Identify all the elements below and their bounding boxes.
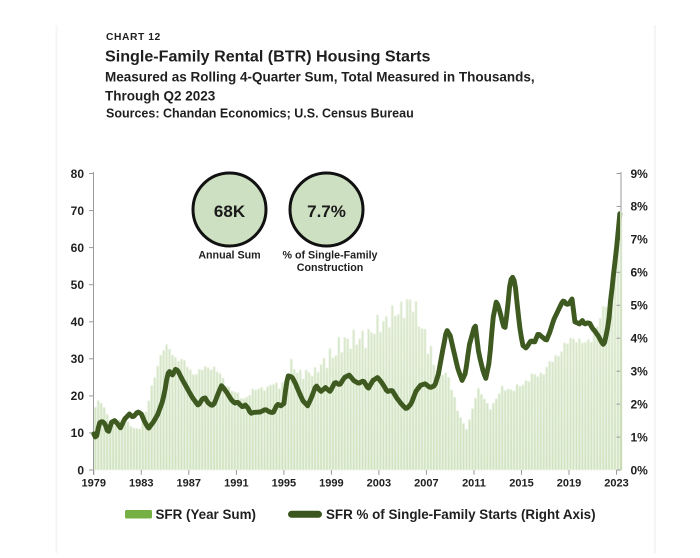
svg-text:20: 20 [71, 389, 85, 403]
svg-text:2019: 2019 [557, 478, 581, 490]
svg-text:Sources: Chandan Economics; U.: Sources: Chandan Economics; U.S. Census … [106, 107, 414, 121]
svg-text:8%: 8% [631, 200, 649, 214]
svg-text:3%: 3% [631, 365, 649, 379]
svg-text:Measured as Rolling 4-Quarter: Measured as Rolling 4-Quarter Sum, Total… [105, 69, 535, 84]
svg-text:50: 50 [71, 278, 85, 292]
svg-text:1979: 1979 [82, 478, 106, 490]
svg-text:1991: 1991 [224, 478, 248, 490]
svg-text:Construction: Construction [297, 262, 364, 274]
svg-text:1999: 1999 [319, 478, 343, 490]
svg-text:40: 40 [71, 315, 85, 329]
svg-text:Annual Sum: Annual Sum [198, 249, 260, 261]
svg-text:1995: 1995 [272, 478, 296, 490]
svg-text:5%: 5% [631, 299, 649, 313]
svg-text:1987: 1987 [177, 478, 201, 490]
svg-text:1%: 1% [631, 430, 649, 444]
svg-text:2015: 2015 [509, 478, 533, 490]
svg-text:SFR % of Single-Family Starts: SFR % of Single-Family Starts (Right Axi… [326, 507, 596, 522]
svg-text:CHART 12: CHART 12 [106, 32, 161, 43]
svg-text:9%: 9% [631, 167, 649, 181]
svg-text:6%: 6% [631, 266, 649, 280]
svg-text:SFR (Year Sum): SFR (Year Sum) [156, 507, 256, 522]
svg-text:0: 0 [77, 463, 84, 477]
svg-text:2011: 2011 [462, 478, 486, 490]
svg-text:2%: 2% [631, 397, 649, 411]
svg-text:Through Q2 2023: Through Q2 2023 [105, 89, 216, 104]
svg-text:7.7%: 7.7% [307, 202, 346, 221]
svg-text:30: 30 [71, 352, 85, 366]
svg-text:80: 80 [71, 167, 85, 181]
svg-text:1983: 1983 [129, 478, 153, 490]
svg-text:% of Single-Family: % of Single-Family [282, 249, 377, 261]
svg-text:4%: 4% [631, 332, 649, 346]
svg-text:68K: 68K [214, 202, 246, 221]
svg-text:70: 70 [71, 204, 85, 218]
svg-text:0%: 0% [631, 463, 649, 477]
svg-text:2007: 2007 [414, 478, 438, 490]
svg-text:10: 10 [71, 426, 85, 440]
svg-text:2003: 2003 [367, 478, 391, 490]
svg-text:7%: 7% [631, 233, 649, 247]
svg-text:2023: 2023 [604, 478, 628, 490]
svg-text:60: 60 [71, 241, 85, 255]
svg-text:Single-Family Rental (BTR) Hou: Single-Family Rental (BTR) Housing Start… [105, 47, 431, 65]
